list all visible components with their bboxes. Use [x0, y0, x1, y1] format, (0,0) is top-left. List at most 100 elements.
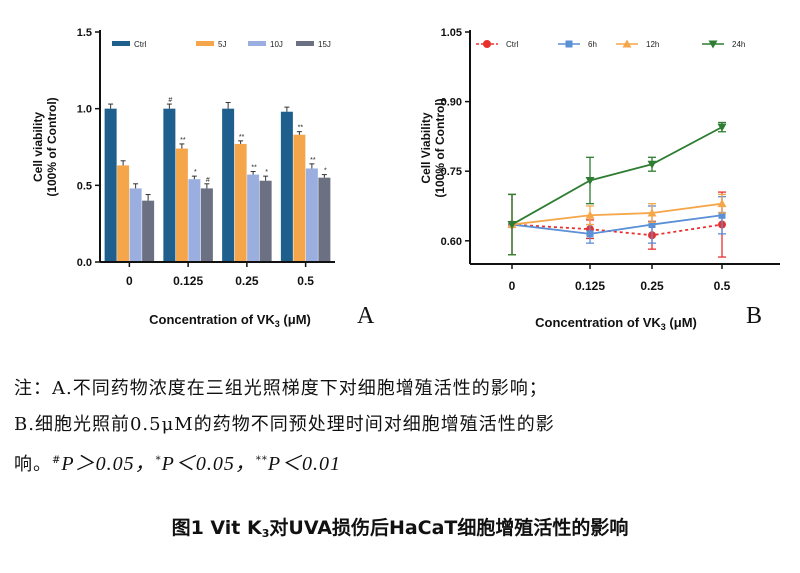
point-12h-0.125: [585, 210, 595, 219]
legend-label-Ctrl: Ctrl: [134, 40, 147, 49]
significance-15J-0.5: *: [324, 168, 327, 175]
line-24h: [511, 126, 723, 226]
b-x-tick-label-0.125: 0.125: [575, 279, 605, 293]
legend-swatch-Ctrl: [112, 41, 130, 46]
bar-15J-0: [142, 200, 155, 262]
b-x-tick-label-0.5: 0.5: [714, 279, 731, 293]
chart-b: 0.60 0.75 0.90 1.05 0 0.125 0.25 0.5 Ctrl 6h 12h 24…: [419, 27, 780, 332]
bar-Ctrl-0.25: [222, 108, 235, 263]
point-24h-0: [507, 221, 517, 230]
note-line-3-start: 响。: [14, 454, 52, 475]
a-y-axis-label-line1: Cell viability: [31, 112, 45, 182]
line-6h: [511, 214, 723, 235]
legend-label-5J: 5J: [218, 40, 226, 49]
point-24h-0.25: [647, 160, 657, 169]
legend-marker-12h: [622, 39, 632, 48]
b-x-tick-label-0.25: 0.25: [640, 279, 664, 293]
note-hash-symbol: #: [52, 455, 62, 466]
line-12h: [511, 202, 723, 226]
point-24h-0.5: [717, 123, 727, 132]
series-12h: [507, 193, 727, 256]
bar-10J-0.5: [305, 168, 318, 262]
significance-15J-0.25: *: [265, 169, 268, 176]
bar-10J-0.25: [247, 174, 260, 262]
caption-start: 图1 Vit K: [171, 517, 262, 539]
significance-10J-0.25: **: [251, 165, 257, 172]
significance-10J-0.125: *: [194, 169, 197, 176]
figure-note: 注：A.不同药物浓度在三组光照梯度下对细胞增殖活性的影响； B.细胞光照前0.5…: [14, 371, 794, 483]
caption-subscript: 3: [261, 527, 270, 540]
legend-label-10J: 10J: [270, 40, 283, 49]
bar-5J-0: [117, 165, 130, 262]
a-y-axis-label: Cell viability (100% of Control): [31, 97, 59, 196]
chart-a: #** *********#* *0.00.51.01.50 0.125 0.25 0.5…: [31, 27, 335, 329]
note-line-1: 注：A.不同药物浓度在三组光照梯度下对细胞增殖活性的影响；: [14, 378, 548, 399]
bar-10J-0.125: [188, 179, 201, 262]
point-6h-0.25: [648, 221, 656, 229]
a-x-tick-label-0.5: 0.5: [297, 274, 314, 288]
legend-swatch-5J: [196, 41, 214, 46]
b-y-axis-label-line1: Cell Viability: [419, 112, 433, 183]
legend-label-12h: 12h: [646, 40, 659, 49]
legend-marker-24h: [708, 40, 718, 49]
note-p-value-3: P＜0.01: [267, 453, 342, 475]
note-star-symbol: *: [155, 455, 162, 466]
legend-marker-6h: [565, 40, 573, 48]
bar-Ctrl-0.5: [280, 111, 293, 262]
caption-end: 对UVA损伤后HaCaT细胞增殖活性的影响: [269, 517, 629, 539]
legend-swatch-15J: [296, 41, 314, 46]
point-6h-0.5: [718, 211, 726, 219]
significance-5J-0.5: **: [298, 125, 304, 132]
b-x-tick-label-0: 0: [509, 279, 516, 293]
legend-swatch-10J: [248, 41, 266, 46]
note-line-2: B.细胞光照前0.5μM的药物不同预处理时间对细胞增殖活性的影: [14, 414, 555, 435]
significance-5J-0.125: **: [180, 137, 186, 144]
a-x-tick-label-0.25: 0.25: [235, 274, 259, 288]
series-Ctrl: [508, 191, 726, 258]
legend-label-24h: 24h: [732, 40, 745, 49]
bar-5J-0.25: [234, 143, 247, 262]
b-y-tick-label-0.90: 0.90: [441, 97, 462, 109]
bar-15J-0.5: [318, 177, 331, 262]
point-12h-0.25: [647, 208, 657, 217]
legend-label-15J: 15J: [318, 40, 331, 49]
bar-10J-0: [129, 188, 142, 262]
note-p-value-1: P＞0.05，: [61, 453, 156, 475]
note-line-3: 响。#P＞0.05，*P＜0.05，**P＜0.01: [14, 443, 794, 483]
b-y-axis-label: Cell Viability (100% of Control): [419, 98, 447, 197]
a-x-tick-label-0.125: 0.125: [173, 274, 203, 288]
legend-label-6h: 6h: [588, 40, 597, 49]
significance-5J-0.25: **: [239, 134, 245, 141]
significance-10J-0.5: **: [310, 157, 316, 164]
legend-marker-Ctrl: [483, 40, 491, 48]
figure-caption: 图1 Vit K3对UVA损伤后HaCaT细胞增殖活性的影响: [0, 513, 800, 540]
bar-15J-0.125: [200, 188, 213, 262]
note-double-star-symbol: **: [255, 455, 268, 466]
b-y-axis-label-line2: (100% of Control): [433, 98, 447, 197]
significance-15J-0.125: #: [206, 177, 210, 184]
a-y-tick-label-1.5: 1.5: [77, 27, 92, 39]
a-y-tick-label-0.0: 0.0: [77, 257, 92, 269]
b-x-axis-label: Concentration of VK3 (μM): [535, 315, 697, 332]
bar-5J-0.5: [293, 134, 306, 262]
b-y-tick-label-0.60: 0.60: [441, 236, 462, 248]
a-x-tick-label-0: 0: [126, 274, 133, 288]
panel-label-a: A: [357, 303, 375, 329]
point-12h-0.5: [717, 199, 727, 208]
point-24h-0.125: [585, 176, 595, 185]
a-x-axis-label: Concentration of VK3 (μM): [149, 312, 311, 329]
bar-5J-0.125: [175, 148, 188, 262]
bar-Ctrl-0: [104, 108, 117, 263]
bar-Ctrl-0.125: [163, 108, 176, 263]
significance-Ctrl-0.125: #: [168, 97, 172, 104]
point-6h-0.125: [586, 230, 594, 238]
b-y-tick-label-0.75: 0.75: [441, 166, 462, 178]
series-24h: [507, 121, 727, 256]
legend-label-Ctrl: Ctrl: [506, 40, 519, 49]
panel-label-b: B: [746, 303, 763, 329]
a-y-tick-label-1.0: 1.0: [77, 104, 92, 116]
a-y-axis-label-line2: (100% of Control): [45, 97, 59, 196]
note-p-value-2: P＜0.05，: [161, 453, 256, 475]
bar-15J-0.25: [259, 180, 272, 262]
line-Ctrl: [511, 223, 723, 237]
